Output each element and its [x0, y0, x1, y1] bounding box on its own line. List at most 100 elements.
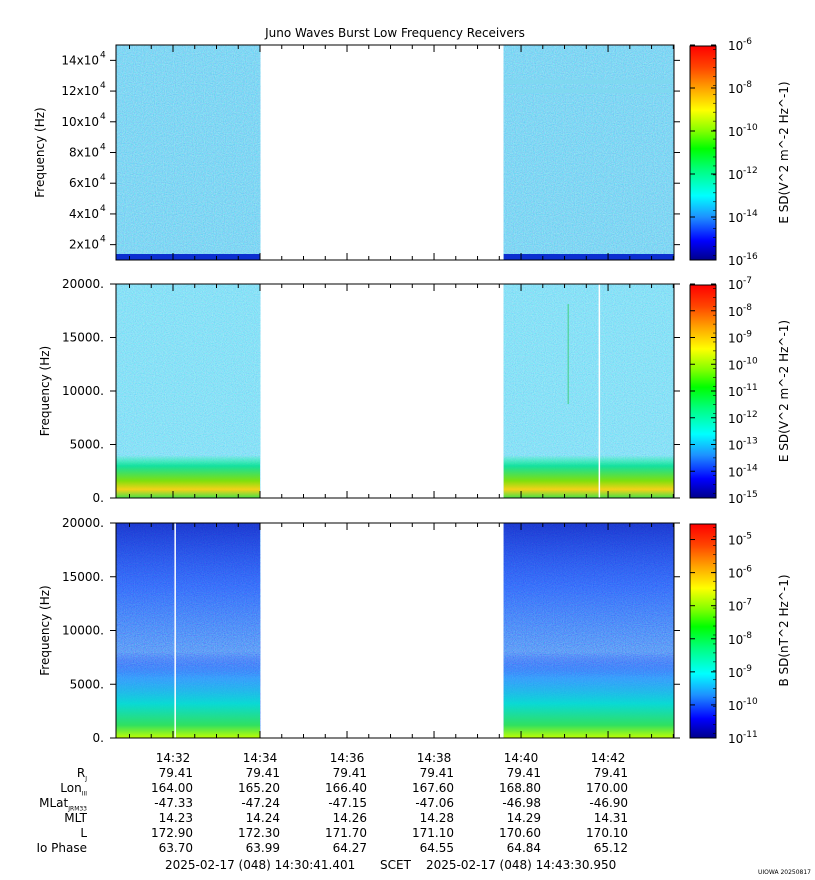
y-tick-exponent: 4	[100, 81, 106, 91]
colorbar-tick-label: 10	[728, 211, 743, 225]
colorbar-tick-exponent: -10	[743, 123, 758, 133]
ephemeris-row-label: Io Phase	[36, 841, 87, 855]
y-axis-label: Frequency (Hz)	[33, 107, 47, 198]
ephemeris-value: 170.00	[586, 781, 629, 795]
panel-3-upper-fade	[116, 523, 261, 652]
y-tick-label: 20000.	[62, 277, 104, 291]
ephemeris-value: 14.23	[158, 811, 193, 825]
colorbar-label: B SD(nT^2 Hz^-1)	[777, 574, 791, 686]
ephemeris-value: -46.98	[502, 796, 542, 810]
ephemeris-value: 172.30	[238, 826, 280, 840]
y-tick-label: 15000.	[62, 570, 104, 584]
panel-2-intense-band	[116, 455, 261, 498]
panel-1-floor-band	[503, 254, 674, 260]
colorbar-tick-label: 10	[728, 492, 743, 506]
colorbar-tick-exponent: -16	[743, 252, 758, 262]
colorbar-tick-exponent: -5	[743, 532, 752, 542]
panel-3-intense-band	[116, 652, 261, 738]
colorbar-tick-label: 10	[728, 254, 743, 268]
colorbar-tick-exponent: -13	[743, 437, 758, 447]
colorbar-tick-exponent: -14	[743, 463, 758, 473]
ephemeris-row-label: L	[80, 826, 87, 840]
ephemeris-value: 79.41	[593, 766, 629, 780]
start-time: 2025-02-17 (048) 14:30:41.401	[165, 858, 356, 872]
y-tick-label: 5000.	[70, 677, 104, 691]
colorbar-tick-label: 10	[728, 125, 743, 139]
colorbar-tick-exponent: -10	[743, 697, 758, 707]
panel-2-intense-band	[503, 455, 674, 498]
ephemeris-row-label: MLT	[64, 811, 87, 825]
x-tick-label: 14:34	[243, 751, 278, 765]
colorbar-tick-exponent: -8	[743, 631, 752, 641]
colorbar-tick-exponent: -11	[743, 730, 758, 740]
x-tick-labels: 14:32 14:34 14:36 14:38 14:40 14:42	[156, 751, 626, 765]
y-tick-label: 5000.	[70, 438, 104, 452]
ephemeris-value: 14.28	[419, 811, 455, 825]
y-tick-label: 10000.	[62, 384, 104, 398]
colorbar-tick-exponent: -15	[743, 490, 758, 500]
y-tick-exponent: 4	[100, 173, 106, 183]
panel-2: 20000. 15000. 10000. 5000. 0. Frequency (Hz) 1…	[38, 276, 791, 506]
ephemeris-value: 79.41	[419, 766, 455, 780]
ephemeris-value: 64.27	[332, 841, 368, 855]
ephemeris-value: 171.10	[412, 826, 455, 840]
ephemeris-value: 65.12	[593, 841, 629, 855]
y-tick-exponent: 4	[100, 112, 106, 122]
ephemeris-value: 171.70	[325, 826, 368, 840]
ephemeris-value: 14.31	[593, 811, 629, 825]
y-tick-label: 10000.	[62, 624, 104, 638]
ephemeris-value: -47.24	[241, 796, 280, 810]
colorbar-tick-exponent: -10	[743, 356, 758, 366]
y-tick-label: 0.	[93, 491, 104, 505]
colorbar-tick-label: 10	[728, 412, 743, 426]
ephemeris-value: 170.60	[499, 826, 542, 840]
end-time: 2025-02-17 (048) 14:43:30.950	[426, 858, 617, 872]
ephemeris-value: -47.15	[328, 796, 368, 810]
panel-3: 20000. 15000. 10000. 5000. 0. Frequency (Hz) 1…	[38, 516, 791, 746]
colorbar-tick-label: 10	[728, 168, 743, 182]
panel-1-data-segment-2	[503, 45, 674, 260]
y-tick-exponent: 4	[100, 235, 106, 245]
colorbar-tick-exponent: -9	[743, 330, 752, 340]
ephemeris-value: 14.26	[332, 811, 368, 825]
ephemeris-row-label: LonIII	[60, 781, 87, 798]
time-frame-label: SCET	[380, 858, 411, 872]
panel-3-intense-band	[503, 652, 674, 738]
credit-stamp: UIOWA 20250817	[757, 869, 811, 876]
y-tick-exponent: 4	[100, 143, 106, 153]
y-tick-label: 15000.	[62, 331, 104, 345]
y-tick-label: 0.	[93, 731, 104, 745]
colorbar-tick-exponent: -14	[743, 209, 758, 219]
ephemeris-value: 79.41	[506, 766, 542, 780]
colorbar-tick-exponent: -12	[743, 166, 758, 176]
ephemeris-value: 64.55	[419, 841, 455, 855]
y-tick-label: 14x10	[61, 53, 99, 67]
colorbar-tick-exponent: -8	[743, 303, 752, 313]
y-tick-label: 4x10	[69, 207, 99, 221]
panel-1-floor-band	[116, 254, 261, 260]
ephemeris-value: -47.06	[415, 796, 455, 810]
colorbar-tick-label: 10	[728, 567, 743, 581]
colorbar-tick-label: 10	[728, 385, 743, 399]
ephemeris-value: 79.41	[158, 766, 193, 780]
y-tick-label: 20000.	[62, 516, 104, 530]
colorbar-tick-label: 10	[728, 732, 743, 746]
figure-title: Juno Waves Burst Low Frequency Receivers	[264, 26, 525, 40]
colorbar-tick-label: 10	[728, 465, 743, 479]
colorbar-label: E SD(V^2 m^-2 Hz^-1)	[777, 320, 791, 462]
ephemeris-value: 63.70	[158, 841, 193, 855]
colorbar-label: E SD(V^2 m^-2 Hz^-1)	[777, 81, 791, 223]
panel-1-feature-band	[503, 89, 674, 94]
y-axis-label: Frequency (Hz)	[38, 346, 52, 437]
colorbar-tick-label: 10	[728, 82, 743, 96]
ephemeris-value: 64.84	[506, 841, 542, 855]
x-tick-label: 14:32	[156, 751, 191, 765]
colorbar-tick-label: 10	[728, 39, 743, 53]
colorbar-tick-exponent: -7	[743, 598, 752, 608]
colorbar-tick-exponent: -7	[743, 276, 752, 286]
x-tick-label: 14:42	[591, 751, 626, 765]
ephemeris-value: -47.33	[154, 796, 193, 810]
x-tick-label: 14:40	[504, 751, 539, 765]
panel-1-feature-band	[503, 79, 674, 84]
